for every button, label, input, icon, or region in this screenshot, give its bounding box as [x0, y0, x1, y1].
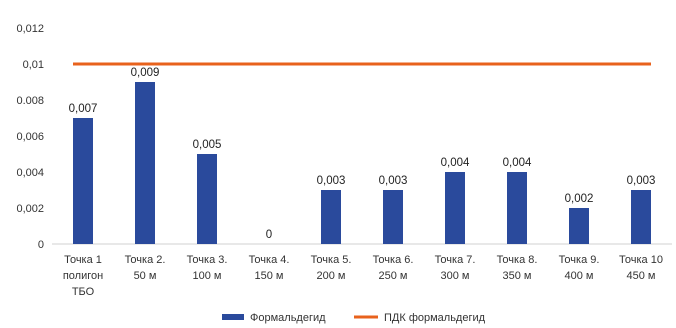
bar — [445, 172, 465, 244]
bar-value-label: 0,003 — [627, 175, 656, 187]
x-tick-label: Точка 9. — [559, 254, 600, 266]
x-tick-label: 50 м — [134, 270, 157, 282]
x-tick-label: ТБО — [72, 286, 95, 298]
x-axis-labels: Точка 1 полигон ТБО Точка 2. 50 м Точка 3. 100… — [63, 254, 663, 298]
bar — [631, 190, 651, 244]
bar — [135, 82, 155, 244]
x-tick-label: Точка 10 — [619, 254, 663, 266]
bar-value-label: 0,003 — [317, 175, 346, 187]
y-tick-label: 0,01 — [23, 59, 44, 71]
legend: Формальдегид ПДК формальдегид — [222, 312, 486, 324]
legend-line-label: ПДК формальдегид — [384, 312, 486, 324]
x-tick-label: 250 м — [379, 270, 408, 282]
x-tick-label: 100 м — [193, 270, 222, 282]
bar — [569, 208, 589, 244]
x-tick-label: 400 м — [565, 270, 594, 282]
bar-value-label: 0,005 — [193, 139, 222, 151]
legend-bar-label: Формальдегид — [250, 312, 326, 324]
y-axis: 0 0,002 0,004 0,006 0.008 0,01 0,012 — [16, 23, 44, 251]
bar-value-label: 0,003 — [379, 175, 408, 187]
x-tick-label: 300 м — [441, 270, 470, 282]
bar-value-label: 0,004 — [503, 157, 532, 169]
bar-value-label: 0 — [266, 229, 272, 241]
x-tick-label: Точка 8. — [497, 254, 538, 266]
bar — [73, 118, 93, 244]
x-tick-label: Точка 2. — [125, 254, 166, 266]
bar-value-label: 0,009 — [131, 67, 160, 79]
bar-value-label: 0,004 — [441, 157, 470, 169]
bar — [383, 190, 403, 244]
x-tick-label: Точка 4. — [249, 254, 290, 266]
y-tick-label: 0,012 — [16, 23, 44, 35]
y-tick-label: 0.008 — [16, 95, 44, 107]
x-tick-label: Точка 3. — [187, 254, 228, 266]
y-tick-label: 0,004 — [16, 167, 44, 179]
y-tick-label: 0,002 — [16, 203, 44, 215]
bar-value-label: 0,002 — [565, 193, 594, 205]
bar-value-label: 0,007 — [69, 103, 98, 115]
x-tick-label: Точка 6. — [373, 254, 414, 266]
x-tick-label: Точка 5. — [311, 254, 352, 266]
bar — [321, 190, 341, 244]
x-tick-label: 450 м — [627, 270, 656, 282]
x-tick-label: Точка 7. — [435, 254, 476, 266]
bars — [73, 82, 651, 244]
bar — [197, 154, 217, 244]
x-tick-label: 200 м — [317, 270, 346, 282]
y-tick-label: 0,006 — [16, 131, 44, 143]
legend-bar-swatch — [222, 314, 244, 320]
x-tick-label: 350 м — [503, 270, 532, 282]
x-tick-label: Точка 1 — [64, 254, 102, 266]
y-tick-label: 0 — [38, 239, 44, 251]
bar — [507, 172, 527, 244]
x-tick-label: 150 м — [255, 270, 284, 282]
x-tick-label: полигон — [63, 270, 103, 282]
data-labels: 0,007 0,009 0,005 0 0,003 0,003 0,004 0,004 0,00… — [69, 67, 656, 241]
